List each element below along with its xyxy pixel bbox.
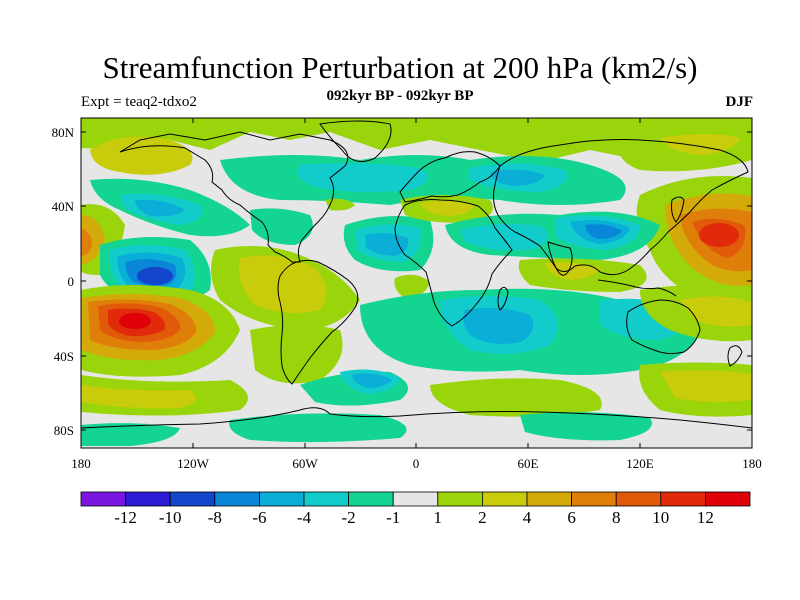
lat-label: 80N [52,125,75,140]
lon-label: 0 [413,456,420,471]
coastline-greenland [319,120,392,163]
colorbar-swatch [705,491,751,507]
contour-patch [394,274,430,298]
contour-patch [325,198,355,211]
contour-patch [460,223,548,251]
coastlines [81,120,752,429]
colorbar-swatch [214,491,260,507]
experiment-label: Expt = teaq2-tdxo2 [81,94,197,110]
contour-patch [585,224,622,239]
lat-label: 40N [52,199,75,214]
contour-patch [250,208,313,245]
contour-patch [490,169,545,186]
contour-patch [81,228,92,256]
contour-patch [420,200,475,216]
contour-patch [119,313,151,329]
colorbar-swatch [169,491,216,507]
colorbar-label: -2 [342,508,356,527]
coastline-africa [394,199,513,327]
contour-patch [229,413,407,443]
coastline-india [547,241,573,276]
colorbar-swatch [125,491,171,507]
map-subtitle: 092kyr BP - 092kyr BP [326,88,474,104]
colorbar-label: -1 [386,508,400,527]
contour-patch [463,307,534,344]
lon-label: 180 [71,456,91,471]
coastline-japan [671,196,685,223]
colorbar-swatch [526,491,572,507]
contour-patch [365,233,409,256]
colorbar-swatch [615,491,662,507]
lon-label: 120W [177,456,210,471]
contour-patch [81,423,180,446]
colorbar-swatch [660,491,706,507]
coastline-antarctica [81,407,752,429]
coastline-asia [493,139,749,276]
lon-label: 60E [518,456,539,471]
contour-patch [660,370,752,403]
colorbar-swatch [437,491,483,507]
contour-patch [250,325,343,384]
colorbar-swatch [392,491,439,507]
colorbar-label: 4 [523,508,532,527]
lat-label: 80S [54,423,74,438]
colorbar-label: 10 [652,508,669,527]
colorbar-label: -12 [114,508,137,527]
map-title: Streamfunction Perturbation at 200 hPa (… [102,50,698,85]
lat-label: 40S [54,349,74,364]
contour-patch [352,373,392,388]
contour-patch [430,378,602,417]
colorbar-label: 12 [697,508,714,527]
coastline-new-zealand [727,345,743,367]
contour-patch [81,118,752,162]
colorbar-label: 8 [612,508,621,527]
lat-ticks [81,131,752,431]
coastline-indonesia [597,279,677,297]
colorbar-label: 2 [478,508,487,527]
season-label: DJF [725,94,754,110]
contour-patch [545,262,600,280]
contour-patch [297,163,428,193]
contour-patch [520,412,652,441]
colorbar-label: -6 [252,508,266,527]
lon-label: 180 [742,456,762,471]
colorbar-swatch [80,491,126,507]
coastline-north-america [119,131,349,263]
colorbar: -12 -10 -8 -6 -4 -2 -1 1 2 4 6 8 10 12 [80,491,751,527]
colorbar-swatch [571,491,617,507]
contour-patch [699,223,739,247]
contour-patch [81,385,196,409]
colorbar-label: -10 [159,508,182,527]
contour-patch [137,267,173,285]
colorbar-swatch [258,491,305,507]
colorbar-swatch [481,491,528,507]
coastline-australia [626,299,701,355]
coastline-south-america [277,259,359,385]
colorbar-label: -4 [297,508,312,527]
colorbar-label: -8 [208,508,222,527]
coastline-madagascar [497,286,509,311]
lon-label: 120E [626,456,654,471]
contour-patch [239,255,327,314]
colorbar-swatch [303,491,349,507]
colorbar-label: 6 [567,508,576,527]
contour-field [81,118,752,448]
lon-label: 60W [292,456,318,471]
colorbar-swatch [348,491,394,507]
lat-label: 0 [68,274,75,289]
contour-patch [680,296,752,327]
lon-ticks [80,118,753,448]
colorbar-label: 1 [434,508,443,527]
contour-patch [135,199,185,217]
